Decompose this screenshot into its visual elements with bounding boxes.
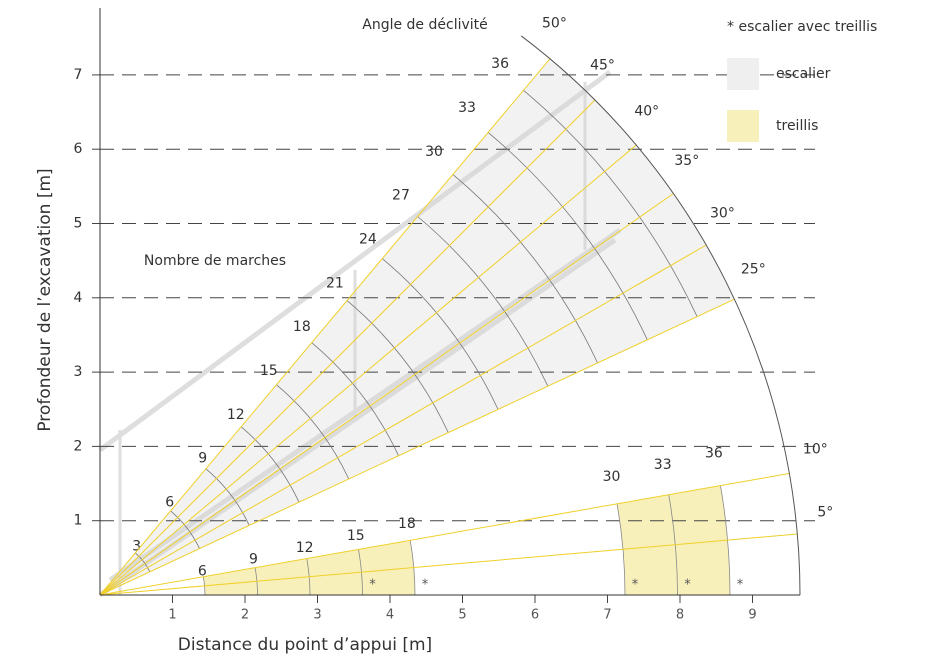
step-label: 15 — [347, 528, 365, 544]
note-mark: * — [684, 578, 691, 593]
stair-rail — [108, 227, 622, 583]
step-arc — [452, 174, 598, 364]
y-tick-label: 2 — [74, 438, 83, 454]
angle-label: 30° — [710, 206, 735, 222]
step-label: 33 — [458, 100, 476, 116]
step-label: 27 — [392, 188, 410, 204]
step-label: 30 — [425, 144, 443, 160]
step-label: 33 — [654, 457, 672, 473]
step-label: 6 — [198, 563, 207, 579]
step-arc — [382, 258, 499, 410]
x-tick-label: 9 — [748, 608, 756, 623]
step-label: 3 — [132, 538, 141, 554]
y-tick-label: 4 — [74, 290, 83, 306]
step-arc — [311, 342, 399, 456]
step-label: 15 — [260, 363, 278, 379]
x-axis-label: Distance du point d’appui [m] — [178, 635, 432, 655]
step-arc — [346, 300, 449, 433]
stair-sketch — [98, 69, 622, 598]
steps-label: Nombre de marches — [144, 253, 286, 269]
x-tick-label: 4 — [386, 608, 394, 623]
x-tick-label: 7 — [603, 608, 611, 623]
step-label: 21 — [326, 275, 344, 291]
angle-label: 25° — [741, 261, 766, 277]
title: Angle de déclivité — [362, 17, 488, 33]
step-label: 9 — [249, 552, 258, 568]
note-mark: * — [422, 578, 429, 593]
step-arc — [417, 216, 549, 387]
step-arc — [276, 384, 350, 480]
step-label: 12 — [227, 407, 245, 423]
y-tick-label: 1 — [74, 513, 83, 529]
angle-line — [99, 58, 551, 596]
stair-rail — [98, 69, 612, 453]
y-tick-label: 5 — [74, 216, 83, 232]
step-arc — [170, 510, 200, 549]
angle-label: 45° — [590, 57, 615, 73]
note-mark: * — [737, 578, 744, 593]
step-label: 24 — [359, 231, 377, 247]
y-axis-label: Profondeur de l’excavation [m] — [35, 168, 55, 431]
step-arc — [487, 132, 648, 340]
angle-label: 35° — [674, 153, 699, 169]
step-label: 30 — [603, 469, 621, 485]
x-tick-label: 1 — [168, 608, 176, 623]
x-tick-label: 2 — [241, 608, 249, 623]
angle-line — [99, 533, 798, 596]
step-label: 12 — [296, 540, 314, 556]
legend-note: * escalier avec treillis — [727, 19, 877, 35]
step-arc — [523, 90, 698, 317]
angle-line — [99, 298, 735, 596]
legend-label: escalier — [776, 66, 831, 82]
angle-label: 5° — [817, 504, 833, 520]
escalier-area — [100, 58, 735, 595]
step-label: 9 — [198, 451, 207, 467]
angle-label: 10° — [803, 441, 828, 457]
x-tick-label: 6 — [531, 608, 539, 623]
treillis-area — [617, 485, 730, 595]
angle-line — [99, 193, 674, 596]
note-mark: * — [369, 578, 376, 593]
outer-arc — [520, 35, 801, 596]
x-tick-label: 5 — [458, 608, 466, 623]
step-label: 36 — [491, 56, 509, 72]
angle-label: 40° — [634, 103, 659, 119]
step-label: 6 — [165, 495, 174, 511]
legend-swatch — [727, 58, 759, 90]
legend-swatch — [727, 110, 759, 142]
angle-line — [99, 99, 596, 596]
note-mark: * — [632, 578, 639, 593]
x-tick-label: 3 — [313, 608, 321, 623]
y-tick-label: 6 — [74, 141, 83, 157]
x-tick-label: 8 — [676, 608, 684, 623]
angle-label: 50° — [542, 16, 567, 32]
angle-line — [99, 144, 637, 596]
legend-label: treillis — [776, 118, 818, 134]
step-label: 18 — [293, 319, 311, 335]
angle-line — [99, 472, 790, 596]
step-label: 18 — [398, 516, 416, 532]
y-tick-label: 3 — [74, 364, 83, 380]
step-arc — [205, 468, 250, 526]
step-arc — [240, 426, 300, 503]
angle-line — [99, 244, 707, 596]
step-label: 36 — [705, 445, 723, 461]
y-tick-label: 7 — [74, 67, 83, 83]
stair-rail — [98, 237, 617, 598]
